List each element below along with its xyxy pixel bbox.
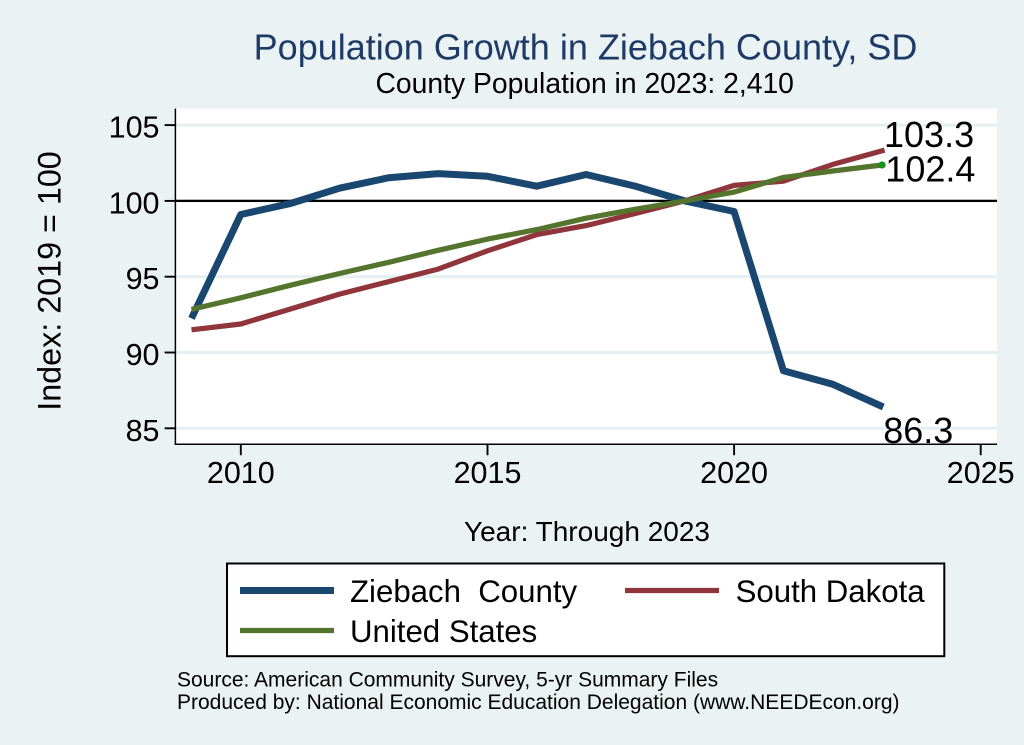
svg-text:100: 100 — [109, 186, 160, 220]
svg-text:86.3: 86.3 — [883, 410, 953, 451]
svg-text:Ziebach County: Ziebach County — [350, 574, 578, 609]
svg-text:2010: 2010 — [207, 456, 275, 490]
svg-text:Year: Through 2023: Year: Through 2023 — [464, 516, 710, 547]
svg-text:103.3: 103.3 — [884, 114, 974, 155]
svg-text:85: 85 — [126, 414, 160, 448]
svg-text:2015: 2015 — [454, 456, 522, 490]
svg-text:Produced by: National Economic: Produced by: National Economic Education… — [177, 691, 900, 714]
svg-text:90: 90 — [126, 338, 160, 372]
svg-text:2020: 2020 — [700, 456, 768, 490]
svg-text:United States: United States — [350, 614, 537, 649]
svg-text:95: 95 — [126, 262, 160, 296]
svg-text:County Population in 2023: 2,4: County Population in 2023: 2,410 — [375, 67, 794, 99]
svg-text:Index: 2019 = 100: Index: 2019 = 100 — [32, 151, 68, 411]
svg-text:Source: American Community Sur: Source: American Community Survey, 5-yr … — [177, 668, 718, 691]
svg-text:105: 105 — [109, 111, 160, 145]
svg-text:102.4: 102.4 — [885, 148, 975, 189]
svg-text:Population Growth in Ziebach C: Population Growth in Ziebach County, SD — [254, 27, 918, 68]
svg-text:2025: 2025 — [947, 456, 1015, 490]
svg-text:South Dakota: South Dakota — [736, 574, 926, 609]
